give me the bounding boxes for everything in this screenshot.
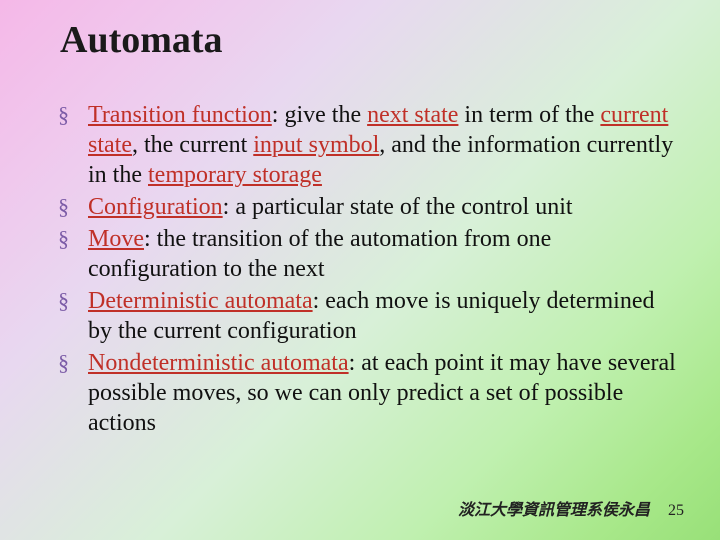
- list-item: §Move: the transition of the automation …: [56, 224, 676, 284]
- list-item: §Nondeterministic automata: at each poin…: [56, 348, 676, 438]
- slide-footer: 淡江大學資訊管理系侯永昌 25: [458, 496, 684, 520]
- bullet-icon: §: [56, 286, 88, 316]
- text-run: : a particular state of the control unit: [223, 194, 573, 220]
- bullet-text: Deterministic automata: each move is uni…: [88, 286, 676, 346]
- term: temporary storage: [148, 162, 322, 188]
- bullet-icon: §: [56, 192, 88, 222]
- bullet-text: Move: the transition of the automation f…: [88, 224, 676, 284]
- term: input symbol: [253, 132, 379, 158]
- term: Configuration: [88, 194, 223, 220]
- bullet-icon: §: [56, 348, 88, 378]
- text-run: , the current: [132, 132, 253, 158]
- bullet-text: Transition function: give the next state…: [88, 100, 676, 190]
- slide: Automata §Transition function: give the …: [0, 0, 720, 540]
- list-item: §Transition function: give the next stat…: [56, 100, 676, 190]
- term: Deterministic automata: [88, 288, 313, 314]
- text-run: : give the: [272, 102, 367, 128]
- term: Nondeterministic automata: [88, 350, 349, 376]
- footer-org: 淡江大學資訊管理系侯永昌: [458, 502, 650, 519]
- bullet-icon: §: [56, 100, 88, 130]
- term: Transition function: [88, 102, 272, 128]
- slide-title: Automata: [60, 18, 223, 62]
- text-run: in term of the: [458, 102, 600, 128]
- term: next state: [367, 102, 458, 128]
- text-run: : the transition of the automation from …: [88, 226, 551, 282]
- bullet-text: Configuration: a particular state of the…: [88, 192, 676, 222]
- bullet-icon: §: [56, 224, 88, 254]
- bullet-list: §Transition function: give the next stat…: [56, 100, 676, 440]
- footer-page-number: 25: [668, 502, 684, 519]
- bullet-text: Nondeterministic automata: at each point…: [88, 348, 676, 438]
- term: Move: [88, 226, 144, 252]
- list-item: §Configuration: a particular state of th…: [56, 192, 676, 222]
- list-item: §Deterministic automata: each move is un…: [56, 286, 676, 346]
